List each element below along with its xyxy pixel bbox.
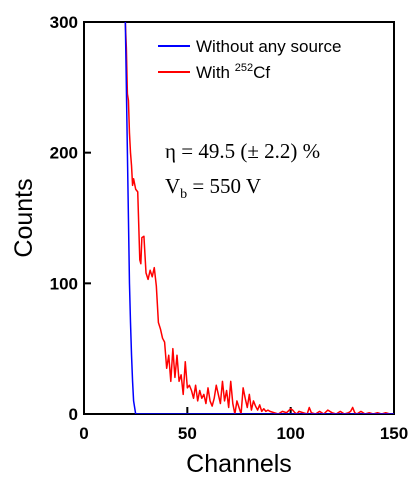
legend-label-without-source: Without any source — [196, 37, 342, 56]
voltage-annotation: Vb = 550 V — [165, 174, 261, 202]
legend-label-with-cf: With 252Cf — [196, 62, 270, 82]
legend: Without any source With 252Cf — [158, 37, 342, 82]
x-tick-label: 50 — [178, 424, 197, 443]
series-line-with-cf — [124, 22, 394, 414]
axis-ticks: 0 50 100 150 0 100 200 300 — [50, 13, 409, 443]
y-tick-label: 100 — [50, 274, 78, 293]
y-tick-label: 300 — [50, 13, 78, 32]
x-tick-label: 100 — [276, 424, 304, 443]
x-axis-title: Channels — [186, 450, 292, 477]
legend-label-with-cf-suffix: Cf — [253, 63, 270, 82]
x-tick-label: 150 — [380, 424, 408, 443]
efficiency-annotation: η = 49.5 (± 2.2) % — [165, 139, 320, 163]
legend-label-with-cf-sup: 252 — [235, 62, 253, 74]
y-axis-title: Counts — [10, 178, 38, 257]
plot-frame — [83, 21, 395, 415]
y-tick-label: 200 — [50, 144, 78, 163]
series-line-without-source — [124, 22, 394, 414]
y-tick-label: 0 — [69, 405, 78, 424]
series-group — [124, 22, 394, 414]
voltage-annotation-main: V — [165, 174, 180, 198]
voltage-annotation-rest: = 550 V — [187, 174, 261, 198]
x-tick-label: 0 — [79, 424, 88, 443]
voltage-annotation-sub: b — [180, 187, 187, 202]
legend-label-with-cf-prefix: With — [196, 63, 235, 82]
